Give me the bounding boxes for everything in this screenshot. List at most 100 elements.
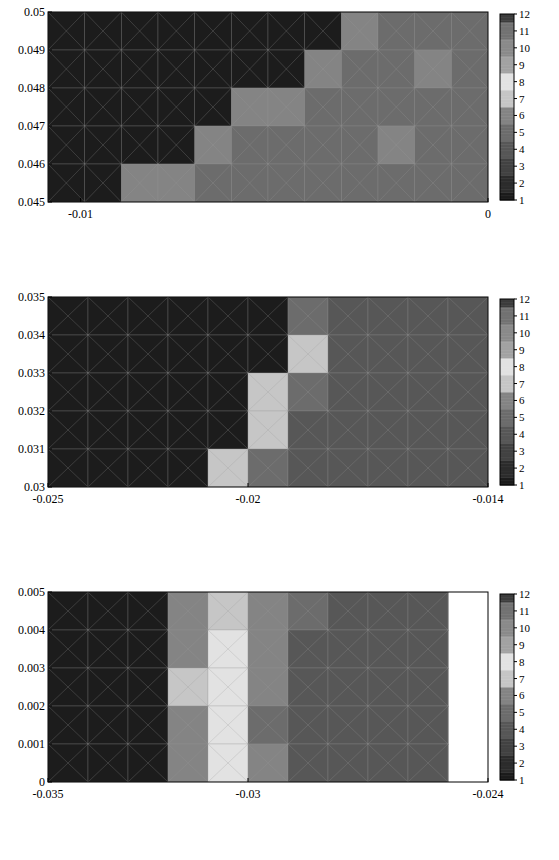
cell [448,335,488,374]
mesh-line [448,449,488,487]
cell [415,126,452,165]
y-tick [48,411,52,412]
cell [208,335,249,374]
x-tick [48,483,49,487]
mesh-line [85,164,122,202]
mesh-line [48,164,85,202]
colorbar-label: 10 [519,42,531,54]
mesh-line [415,126,452,164]
mesh-line [288,706,328,744]
mesh-line [158,88,195,126]
mesh-line [408,630,448,668]
cell [408,449,449,487]
mesh-line [48,449,88,487]
mesh-line [378,126,415,164]
cell [231,12,268,51]
cell [158,164,195,202]
mesh-line [288,744,328,782]
cell [48,373,89,412]
mesh-line [248,297,288,335]
cell [158,126,195,165]
y-tick-label: 0.032 [18,404,45,418]
mesh-line [128,744,168,782]
mesh-line [128,373,168,411]
x-tick [488,483,489,487]
colorbar-label: 1 [519,479,525,491]
mesh-line [368,297,408,335]
mesh-line [248,630,288,668]
cell [208,592,249,631]
cell [88,297,129,336]
colorbar-tick [514,627,517,628]
mesh-line [268,50,305,88]
cell [248,706,289,745]
cell [368,744,409,782]
mesh-line [48,706,88,744]
colorbar-tick [514,644,517,645]
mesh-line [341,12,378,50]
colorbar-label: 8 [519,361,525,373]
plot-bg [48,297,488,487]
mesh-line [208,744,248,782]
mesh-line [168,411,208,449]
mesh-line [168,411,208,449]
mesh-line [328,335,368,373]
mesh-line [328,592,368,630]
mesh-line [328,373,368,411]
mesh-line [248,630,288,668]
mesh-line [168,706,208,744]
cell [48,744,89,782]
mesh-line [288,592,328,630]
mesh-line [231,126,268,164]
colorbar-label: 8 [519,656,525,668]
cell [288,373,329,412]
mesh-line [328,668,368,706]
colorbar-tick [514,610,517,611]
mesh-line [328,668,368,706]
mesh-line [48,373,88,411]
colorbar-label: 7 [519,93,525,105]
mesh-line [88,630,128,668]
cell [48,12,85,51]
y-tick [48,12,52,13]
mesh-line [415,164,452,202]
cell [341,164,378,202]
colorbar-tick [514,64,517,65]
cell [208,449,249,487]
cell [88,411,129,450]
mesh-line [48,50,85,88]
mesh-line [415,12,452,50]
frame [48,592,488,782]
colorbar-label: 12 [519,8,530,20]
mesh-line [451,164,488,202]
y-tick [48,297,52,298]
cell [248,744,289,782]
mesh-line [168,449,208,487]
mesh-line [208,335,248,373]
cell [378,126,415,165]
mesh-line [368,630,408,668]
cell [128,449,169,487]
mesh-line [368,706,408,744]
colorbar-tick [514,200,517,201]
mesh-line [208,706,248,744]
colorbar-tick [514,780,517,781]
mesh-line [288,706,328,744]
cell [408,668,449,707]
cell [121,88,158,127]
mesh-line [341,50,378,88]
cell [168,744,209,782]
cell [368,373,409,412]
mesh-line [378,50,415,88]
mesh-line [341,88,378,126]
cell [88,373,129,412]
cell [121,164,158,202]
y-tick [48,164,52,165]
cell [305,126,342,165]
cell [168,592,209,631]
colorbar-tick [514,383,517,384]
mesh-line [168,592,208,630]
mesh-line [128,668,168,706]
mesh-line [88,706,128,744]
mesh-line [128,297,168,335]
